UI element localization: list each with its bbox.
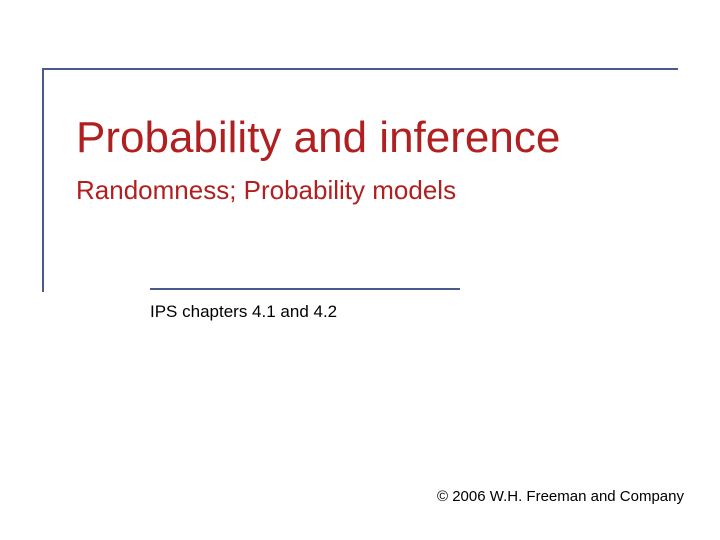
slide-title: Probability and inference — [76, 113, 560, 163]
copyright-notice: © 2006 W.H. Freeman and Company — [437, 488, 684, 505]
content-divider — [150, 288, 460, 290]
slide-subtitle: Randomness; Probability models — [76, 175, 456, 206]
chapter-reference: IPS chapters 4.1 and 4.2 — [150, 302, 337, 322]
